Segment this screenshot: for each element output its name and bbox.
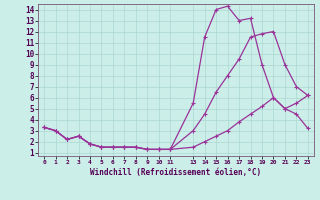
X-axis label: Windchill (Refroidissement éolien,°C): Windchill (Refroidissement éolien,°C) <box>91 168 261 177</box>
